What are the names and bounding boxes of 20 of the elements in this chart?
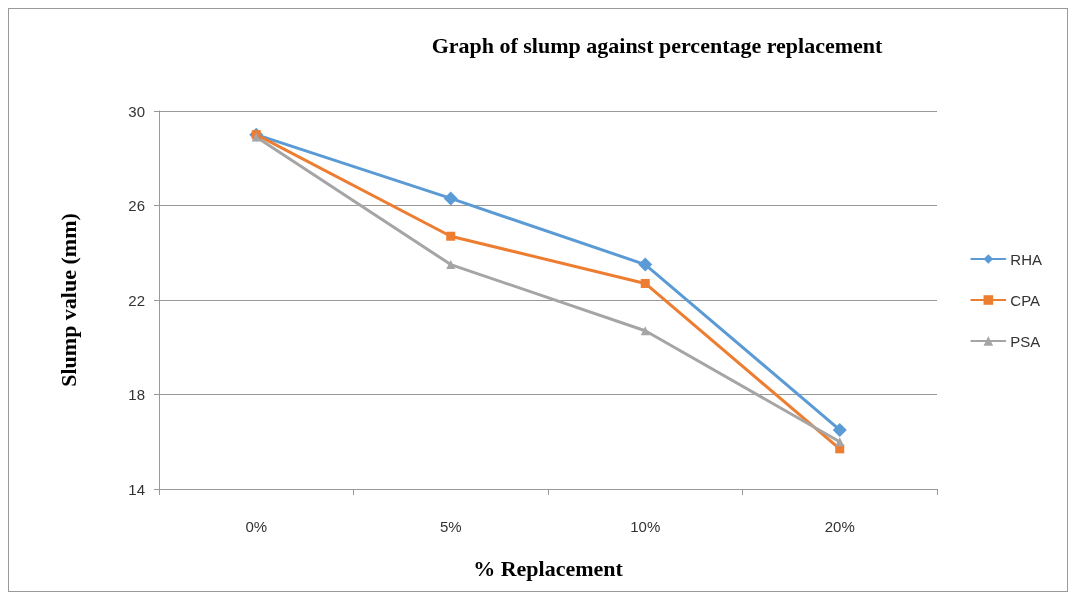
x-tick-label: 5% bbox=[439, 518, 462, 535]
y-tick-label: 22 bbox=[128, 291, 145, 309]
x-tick-label: 0% bbox=[245, 518, 268, 535]
chart-title: Graph of slump against percentage replacement bbox=[431, 32, 884, 58]
y-tick-label: 30 bbox=[128, 102, 145, 120]
point bbox=[832, 422, 847, 437]
x-tick-label: 20% bbox=[824, 518, 855, 535]
legend-label: RHA bbox=[1010, 250, 1042, 268]
point bbox=[446, 231, 456, 241]
point bbox=[443, 191, 458, 206]
y-tick-label: 18 bbox=[128, 386, 145, 403]
point bbox=[638, 257, 653, 272]
legend-label: CPA bbox=[1010, 291, 1041, 309]
y-tick-label: 26 bbox=[128, 197, 145, 214]
point bbox=[640, 278, 650, 288]
x-axis-title: % Replacement bbox=[473, 555, 624, 581]
y-axis-title: Slump value (mm) bbox=[55, 213, 81, 387]
y-tick-label: 14 bbox=[128, 480, 145, 498]
x-tick-label: 10% bbox=[630, 518, 661, 535]
legend-label: PSA bbox=[1010, 332, 1041, 350]
